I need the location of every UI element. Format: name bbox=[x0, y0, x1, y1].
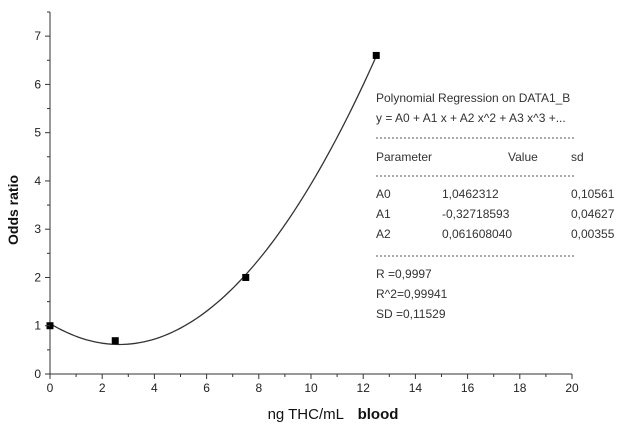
y-tick-label: 2 bbox=[34, 270, 41, 284]
stat-r2: R^2=0,99941 bbox=[376, 287, 448, 301]
x-tick-label: 0 bbox=[47, 381, 54, 395]
row-sd: 0,04627 bbox=[571, 207, 615, 221]
x-tick-label: 6 bbox=[203, 381, 210, 395]
y-tick-label: 7 bbox=[34, 29, 41, 43]
row-value: 1,0462312 bbox=[442, 187, 499, 201]
row-name: A1 bbox=[376, 207, 391, 221]
data-point bbox=[372, 51, 380, 59]
regression-equation: y = A0 + A1 x + A2 x^2 + A3 x^3 +... bbox=[376, 111, 566, 125]
data-points bbox=[46, 51, 380, 345]
header-parameter: Parameter bbox=[376, 150, 432, 164]
row-name: A2 bbox=[376, 227, 391, 241]
regression-curve bbox=[49, 56, 377, 346]
x-axis-title-main: ng THC/mL bbox=[268, 406, 344, 423]
x-tick-label: 14 bbox=[409, 381, 423, 395]
stat-sd: SD =0,11529 bbox=[376, 307, 446, 321]
x-axis-title: ng THC/mL blood bbox=[268, 406, 399, 423]
stat-r: R =0,9997 bbox=[376, 267, 432, 281]
y-tick-label: 4 bbox=[34, 174, 41, 188]
y-tick-label: 5 bbox=[34, 126, 41, 140]
y-tick-label: 3 bbox=[34, 222, 41, 236]
row-value: 0,061608040 bbox=[442, 227, 512, 241]
header-value: Value bbox=[508, 150, 538, 164]
y-axis-title: Odds ratio bbox=[5, 175, 21, 245]
regression-info-box: Polynomial Regression on DATA1_B y = A0 … bbox=[376, 91, 615, 321]
x-tick-label: 2 bbox=[99, 381, 106, 395]
row-value: -0,32718593 bbox=[442, 207, 510, 221]
data-point bbox=[242, 273, 250, 281]
x-tick-label: 16 bbox=[461, 381, 475, 395]
row-sd: 0,00355 bbox=[571, 227, 615, 241]
x-tick-label: 12 bbox=[357, 381, 371, 395]
x-axis-title-bold: blood bbox=[358, 406, 399, 423]
y-tick-label: 0 bbox=[34, 367, 41, 381]
regression-title: Polynomial Regression on DATA1_B bbox=[376, 91, 570, 105]
data-point bbox=[111, 337, 119, 345]
x-tick-label: 18 bbox=[513, 381, 527, 395]
y-tick-label: 6 bbox=[34, 77, 41, 91]
x-tick-label: 4 bbox=[151, 381, 158, 395]
row-name: A0 bbox=[376, 187, 391, 201]
y-tick-label: 1 bbox=[34, 319, 41, 333]
x-tick-label: 20 bbox=[565, 381, 579, 395]
x-tick-label: 10 bbox=[304, 381, 318, 395]
header-sd: sd bbox=[571, 150, 584, 164]
row-sd: 0,10561 bbox=[571, 187, 615, 201]
x-tick-label: 8 bbox=[255, 381, 262, 395]
